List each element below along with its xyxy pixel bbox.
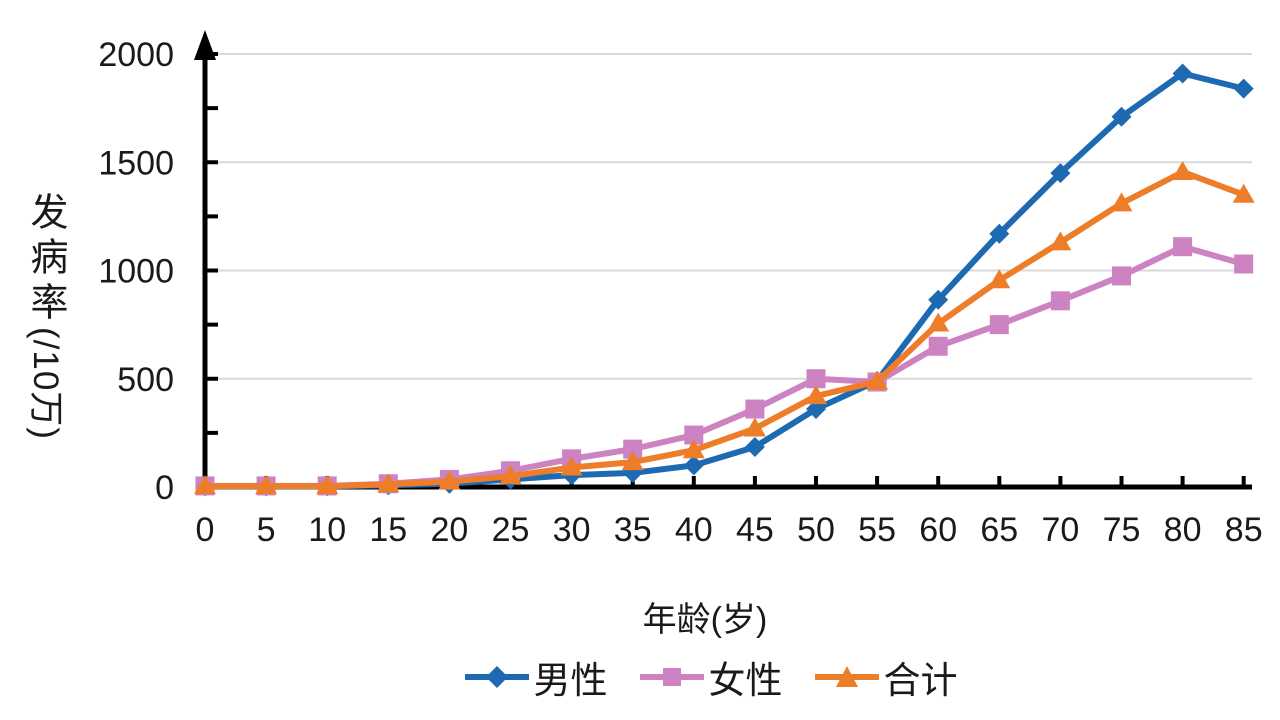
legend-item-total: 合计 bbox=[813, 650, 958, 704]
data-point-male bbox=[1172, 63, 1193, 84]
x-tick-label: 25 bbox=[492, 511, 530, 549]
x-tick-label: 70 bbox=[1041, 511, 1079, 549]
x-tick-label: 60 bbox=[919, 511, 957, 549]
data-point-male bbox=[683, 455, 704, 476]
data-point-female bbox=[1234, 254, 1254, 274]
data-point-male bbox=[1050, 163, 1071, 184]
data-point-male bbox=[989, 223, 1010, 244]
x-axis-title: 年龄(岁) bbox=[642, 601, 768, 639]
x-tick-label: 40 bbox=[675, 511, 713, 549]
data-point-female bbox=[1173, 237, 1193, 257]
data-point-total bbox=[682, 439, 705, 459]
y-tick-label: 1000 bbox=[98, 253, 174, 291]
male-series-marker-icon bbox=[464, 666, 529, 688]
x-tick-label: 65 bbox=[980, 511, 1018, 549]
x-tick-label: 30 bbox=[553, 511, 591, 549]
x-tick-label: 0 bbox=[196, 511, 215, 549]
series-line-female bbox=[205, 243, 1245, 489]
data-point-female bbox=[684, 425, 704, 445]
data-point-total bbox=[438, 470, 461, 490]
total-series-marker-icon bbox=[814, 666, 879, 687]
x-tick-label: 50 bbox=[797, 511, 835, 549]
data-point-total bbox=[255, 475, 278, 495]
x-tick-label: 15 bbox=[369, 511, 407, 549]
y-tick-label: 2000 bbox=[98, 36, 174, 74]
legend-label-male: 男性 bbox=[533, 660, 608, 701]
data-point-male bbox=[1233, 78, 1254, 99]
legend: 男性 女性 合计 bbox=[70, 650, 1280, 704]
data-point-male bbox=[744, 436, 765, 457]
data-point-total bbox=[1049, 231, 1072, 251]
data-point-female bbox=[623, 439, 643, 459]
x-tick-label: 55 bbox=[858, 511, 896, 549]
x-tick-label: 85 bbox=[1225, 511, 1263, 549]
data-point-total bbox=[866, 370, 889, 390]
x-tick-label: 35 bbox=[614, 511, 652, 549]
female-series-marker-icon bbox=[639, 668, 704, 686]
y-tick-label: 500 bbox=[117, 361, 174, 399]
x-tick-label: 20 bbox=[430, 511, 468, 549]
y-tick-label: 0 bbox=[155, 469, 174, 507]
data-point-female bbox=[806, 369, 826, 389]
data-point-total bbox=[988, 269, 1011, 289]
data-point-female bbox=[928, 336, 948, 356]
data-point-total bbox=[1232, 183, 1255, 203]
data-point-female bbox=[989, 315, 1009, 335]
series-line-total bbox=[205, 168, 1245, 490]
x-tick-label: 75 bbox=[1103, 511, 1141, 549]
data-point-female bbox=[1050, 291, 1070, 311]
data-point-total bbox=[1171, 160, 1194, 180]
data-point-male bbox=[1111, 106, 1132, 127]
data-point-female bbox=[1112, 266, 1131, 286]
x-tick-label: 10 bbox=[308, 511, 346, 549]
data-point-total bbox=[560, 456, 583, 476]
legend-label-female: 女性 bbox=[708, 660, 783, 701]
data-point-total bbox=[499, 465, 522, 485]
data-point-male bbox=[928, 289, 949, 310]
legend-label-total: 合计 bbox=[883, 660, 958, 701]
data-point-total bbox=[316, 475, 339, 495]
x-tick-label: 5 bbox=[257, 511, 276, 549]
data-point-total bbox=[1110, 192, 1133, 212]
y-tick-label: 1500 bbox=[98, 144, 174, 182]
data-point-total bbox=[621, 451, 644, 471]
y-axis-title: 发病率(/10万) bbox=[24, 192, 66, 440]
data-point-female bbox=[745, 399, 765, 419]
legend-item-male: 男性 bbox=[463, 650, 608, 704]
y-axis-title-upright: 发病率 bbox=[24, 192, 66, 327]
data-point-total bbox=[743, 417, 766, 437]
x-tick-label: 45 bbox=[736, 511, 774, 549]
data-point-total bbox=[377, 473, 400, 493]
data-point-total bbox=[927, 312, 950, 332]
data-point-total bbox=[194, 475, 216, 495]
y-axis-title-rotated: (/10万) bbox=[26, 327, 65, 440]
legend-item-female: 女性 bbox=[638, 650, 783, 704]
data-point-total bbox=[805, 385, 827, 405]
x-tick-label: 80 bbox=[1164, 511, 1202, 549]
